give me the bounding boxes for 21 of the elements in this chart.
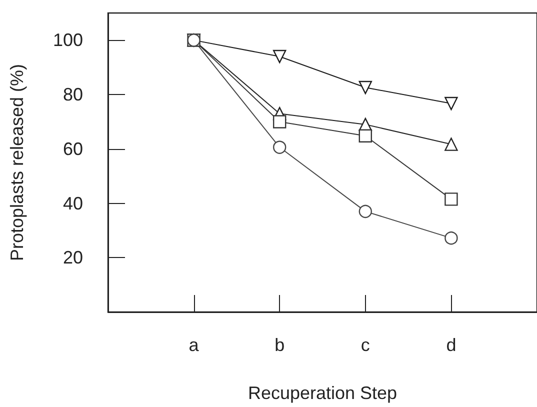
point bbox=[358, 204, 372, 218]
point bbox=[273, 115, 286, 128]
x-tick-label: b bbox=[274, 335, 285, 355]
point bbox=[273, 140, 286, 154]
y-tick-label: 80 bbox=[62, 84, 83, 105]
x-tick-label: c bbox=[360, 335, 370, 355]
point bbox=[444, 192, 458, 206]
y-tick-label: 60 bbox=[62, 138, 83, 159]
y-tick-label: 20 bbox=[62, 248, 83, 268]
x-tick-label: a bbox=[188, 335, 200, 355]
y-tick-label: 100 bbox=[52, 30, 83, 50]
point bbox=[444, 138, 458, 151]
point bbox=[273, 50, 286, 64]
point bbox=[444, 96, 458, 110]
y-tick-label: 40 bbox=[62, 193, 83, 214]
y-axis-title: Protoplasts released (%) bbox=[7, 64, 27, 262]
x-tick-label: d bbox=[446, 335, 456, 355]
point bbox=[444, 231, 458, 245]
x-axis-title: Recuperation Step bbox=[248, 383, 398, 403]
point bbox=[358, 129, 372, 142]
point bbox=[358, 80, 372, 94]
